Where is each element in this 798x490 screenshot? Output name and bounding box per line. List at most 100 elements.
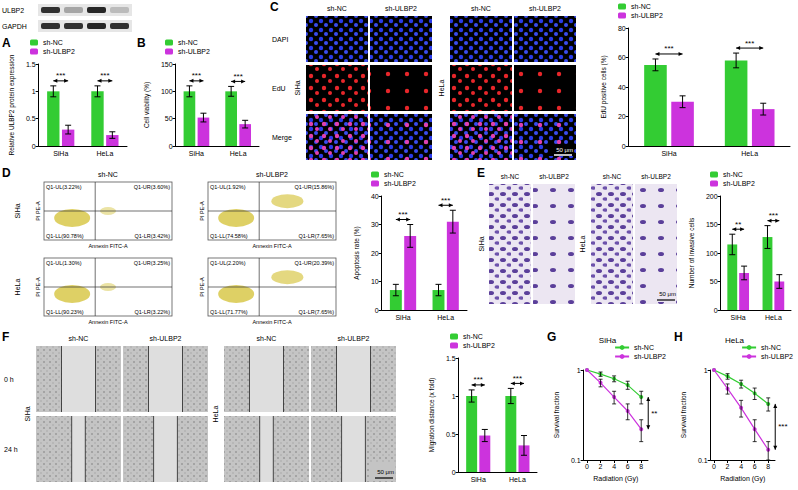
svg-text:0.1: 0.1 xyxy=(571,457,581,464)
svg-text:sh-NC: sh-NC xyxy=(634,344,654,351)
svg-text:Q1-UL(1.92%): Q1-UL(1.92%) xyxy=(210,184,246,190)
svg-text:PI PE-A: PI PE-A xyxy=(35,277,41,297)
svg-text:sh-NC: sh-NC xyxy=(761,344,781,351)
svg-text:0: 0 xyxy=(585,463,589,470)
svg-text:sh-ULBP2: sh-ULBP2 xyxy=(385,5,417,12)
svg-text:***: *** xyxy=(513,374,522,383)
svg-text:0: 0 xyxy=(32,143,36,150)
svg-text:Q1-UL(2.20%): Q1-UL(2.20%) xyxy=(210,260,246,266)
svg-text:100: 100 xyxy=(161,88,173,95)
svg-text:sh-ULBP2: sh-ULBP2 xyxy=(761,353,793,360)
svg-text:***: *** xyxy=(769,211,778,220)
svg-text:SiHa: SiHa xyxy=(478,236,485,251)
svg-text:HeLa: HeLa xyxy=(14,279,21,296)
svg-text:10: 10 xyxy=(371,278,379,285)
svg-text:30: 30 xyxy=(371,221,379,228)
svg-text:sh-NC: sh-NC xyxy=(43,39,63,46)
svg-text:0: 0 xyxy=(375,307,379,314)
svg-text:HeLa: HeLa xyxy=(725,336,745,345)
svg-text:Q1-LR(3.42%): Q1-LR(3.42%) xyxy=(135,233,171,239)
svg-text:sh-ULBP2: sh-ULBP2 xyxy=(384,180,416,187)
svg-text:50 μm: 50 μm xyxy=(377,469,394,475)
svg-text:HeLa: HeLa xyxy=(437,314,454,321)
svg-text:150: 150 xyxy=(706,221,718,228)
svg-text:40: 40 xyxy=(618,84,626,91)
svg-text:8: 8 xyxy=(639,463,643,470)
svg-text:Q1-UR(20.39%): Q1-UR(20.39%) xyxy=(295,260,335,266)
svg-text:Migration distance (x fold): Migration distance (x fold) xyxy=(428,378,436,452)
svg-text:Q1-UL(1.30%): Q1-UL(1.30%) xyxy=(46,260,82,266)
svg-text:GAPDH: GAPDH xyxy=(2,23,27,30)
svg-text:SiHa: SiHa xyxy=(661,150,676,157)
svg-text:Q1-LR(7.65%): Q1-LR(7.65%) xyxy=(299,233,335,239)
svg-text:1.5: 1.5 xyxy=(26,61,36,68)
svg-text:0: 0 xyxy=(622,143,626,150)
svg-text:sh-NC: sh-NC xyxy=(327,5,347,12)
svg-text:50: 50 xyxy=(165,115,173,122)
svg-text:sh-NC: sh-NC xyxy=(631,3,651,10)
svg-text:EdU: EdU xyxy=(272,85,286,92)
svg-text:1: 1 xyxy=(452,393,456,400)
svg-text:Q1-LL(71.77%): Q1-LL(71.77%) xyxy=(210,309,248,315)
svg-text:8: 8 xyxy=(766,463,770,470)
svg-text:sh-NC: sh-NC xyxy=(178,39,198,46)
svg-text:sh-ULBP2: sh-ULBP2 xyxy=(178,48,210,55)
svg-text:***: *** xyxy=(192,71,201,80)
svg-text:1.5: 1.5 xyxy=(446,355,456,362)
svg-text:Survival fraction: Survival fraction xyxy=(553,392,560,439)
svg-text:SiHa: SiHa xyxy=(731,314,746,321)
svg-text:100: 100 xyxy=(706,250,718,257)
svg-text:***: *** xyxy=(664,44,673,53)
svg-text:HeLa: HeLa xyxy=(579,236,586,253)
svg-text:Annexin FITC-A: Annexin FITC-A xyxy=(252,243,291,249)
svg-text:6: 6 xyxy=(626,463,630,470)
svg-text:HeLa: HeLa xyxy=(97,150,114,157)
svg-text:sh-NC: sh-NC xyxy=(501,173,520,180)
svg-text:***: *** xyxy=(233,72,242,81)
svg-text:24 h: 24 h xyxy=(4,446,18,453)
svg-text:Q1-UR(15.86%): Q1-UR(15.86%) xyxy=(295,184,335,190)
svg-text:SiHa: SiHa xyxy=(599,336,617,345)
svg-text:PI PE-A: PI PE-A xyxy=(199,201,205,221)
svg-text:1: 1 xyxy=(32,88,36,95)
svg-text:SiHa: SiHa xyxy=(471,476,486,483)
svg-text:sh-ULBP2: sh-ULBP2 xyxy=(539,173,569,180)
svg-text:sh-NC: sh-NC xyxy=(257,335,277,342)
svg-text:ULBP2: ULBP2 xyxy=(2,7,24,14)
svg-text:HeLa: HeLa xyxy=(509,476,526,483)
svg-text:Q1-LL(90.78%): Q1-LL(90.78%) xyxy=(46,233,84,239)
svg-text:50 μm: 50 μm xyxy=(556,147,573,153)
svg-text:sh-ULBP2: sh-ULBP2 xyxy=(631,12,663,19)
svg-text:***: *** xyxy=(474,375,483,384)
svg-text:SiHa: SiHa xyxy=(189,150,204,157)
svg-text:***: *** xyxy=(398,210,407,219)
svg-text:SiHa: SiHa xyxy=(14,203,21,218)
svg-text:PI PE-A: PI PE-A xyxy=(35,201,41,221)
svg-text:0.1: 0.1 xyxy=(698,457,708,464)
svg-text:Q1-LL(90.23%): Q1-LL(90.23%) xyxy=(46,309,84,315)
svg-text:sh-NC: sh-NC xyxy=(69,335,89,342)
svg-text:Number of invasive cells: Number of invasive cells xyxy=(688,217,695,288)
svg-text:4: 4 xyxy=(739,463,743,470)
svg-text:SiHa: SiHa xyxy=(53,150,68,157)
svg-text:0.5: 0.5 xyxy=(446,431,456,438)
svg-text:sh-ULBP2: sh-ULBP2 xyxy=(723,180,755,187)
svg-text:60: 60 xyxy=(618,54,626,61)
svg-text:sh-ULBP2: sh-ULBP2 xyxy=(256,171,288,178)
svg-text:HeLa: HeLa xyxy=(438,80,445,97)
svg-text:***: *** xyxy=(441,196,450,205)
svg-text:Radiation (Gy): Radiation (Gy) xyxy=(720,475,765,483)
svg-text:0: 0 xyxy=(714,307,718,314)
svg-text:HeLa: HeLa xyxy=(230,150,247,157)
svg-text:6: 6 xyxy=(753,463,757,470)
svg-text:1: 1 xyxy=(704,367,708,374)
svg-text:sh-NC: sh-NC xyxy=(603,173,622,180)
svg-text:sh-ULBP2: sh-ULBP2 xyxy=(463,342,495,349)
svg-text:SiHa: SiHa xyxy=(395,314,410,321)
svg-text:Annexin FITC-A: Annexin FITC-A xyxy=(88,243,127,249)
svg-text:HeLa: HeLa xyxy=(765,314,782,321)
svg-text:Cell viability (%): Cell viability (%) xyxy=(143,82,151,128)
svg-text:***: *** xyxy=(56,71,65,80)
svg-text:***: *** xyxy=(100,71,109,80)
svg-text:Annexin FITC-A: Annexin FITC-A xyxy=(88,319,127,325)
